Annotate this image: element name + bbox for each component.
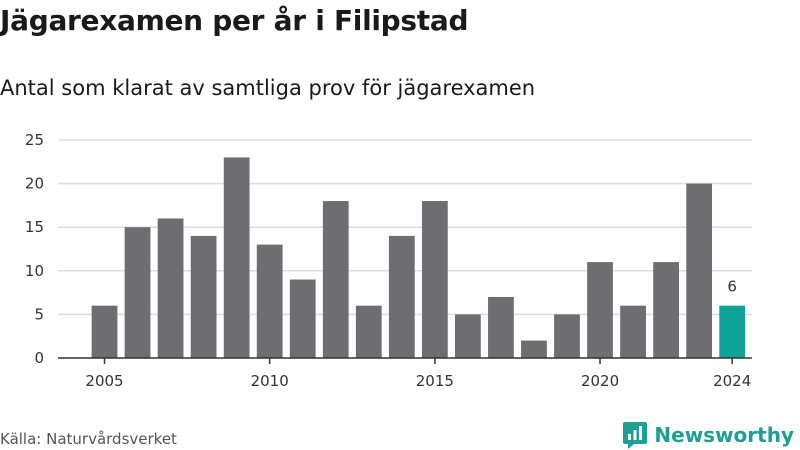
bar-2023 bbox=[686, 183, 713, 358]
bar-2022 bbox=[653, 262, 679, 358]
data-label-2024: 6 bbox=[727, 278, 737, 296]
bar-2013 bbox=[355, 305, 382, 358]
y-tick-label: 10 bbox=[25, 262, 44, 280]
bar-2009 bbox=[223, 157, 250, 358]
bar-2024 bbox=[719, 305, 746, 358]
data-labels: 6 bbox=[727, 278, 737, 296]
bar-2006 bbox=[124, 227, 151, 358]
x-tick-label: 2015 bbox=[416, 372, 454, 390]
source-note: Källa: Naturvårdsverket bbox=[0, 430, 177, 448]
bar-2008 bbox=[190, 235, 217, 358]
bar-2021 bbox=[620, 305, 646, 358]
y-tick-label: 0 bbox=[34, 349, 44, 367]
bar-2014 bbox=[388, 235, 415, 358]
newsworthy-logo-icon bbox=[623, 422, 648, 449]
chart-title: Jägarexamen per år i Filipstad bbox=[0, 4, 469, 37]
bar-2010 bbox=[256, 244, 283, 358]
bar-2018 bbox=[521, 340, 547, 358]
bar-chart: 0 5 10 15 20 25 2005 2010 2015 2020 2024 6 bbox=[25, 131, 752, 390]
bar-2011 bbox=[289, 279, 316, 358]
bar-2015 bbox=[421, 201, 448, 358]
brand-name: Newsworthy bbox=[654, 423, 794, 447]
y-tick-label: 15 bbox=[25, 218, 44, 236]
brand: Newsworthy bbox=[622, 420, 794, 450]
bars bbox=[91, 157, 746, 358]
x-tick-label: 2010 bbox=[251, 372, 289, 390]
x-tick-label: 2024 bbox=[713, 372, 751, 390]
y-tick-label: 5 bbox=[34, 305, 44, 323]
y-axis-ticks: 0 5 10 15 20 25 bbox=[25, 131, 44, 367]
y-tick-label: 20 bbox=[25, 175, 44, 193]
y-tick-label: 25 bbox=[25, 131, 44, 149]
bar-2019 bbox=[554, 314, 580, 358]
x-tick-label: 2020 bbox=[581, 372, 619, 390]
bar-2020 bbox=[587, 262, 613, 358]
bar-2005 bbox=[91, 305, 118, 358]
chart-subtitle: Antal som klarat av samtliga prov för jä… bbox=[0, 76, 536, 100]
bar-2017 bbox=[488, 296, 514, 358]
x-tick-label: 2005 bbox=[85, 372, 123, 390]
x-axis: 2005 2010 2015 2020 2024 bbox=[58, 357, 752, 390]
bar-2016 bbox=[455, 314, 481, 358]
bar-2007 bbox=[157, 218, 184, 358]
bar-2012 bbox=[322, 201, 349, 358]
